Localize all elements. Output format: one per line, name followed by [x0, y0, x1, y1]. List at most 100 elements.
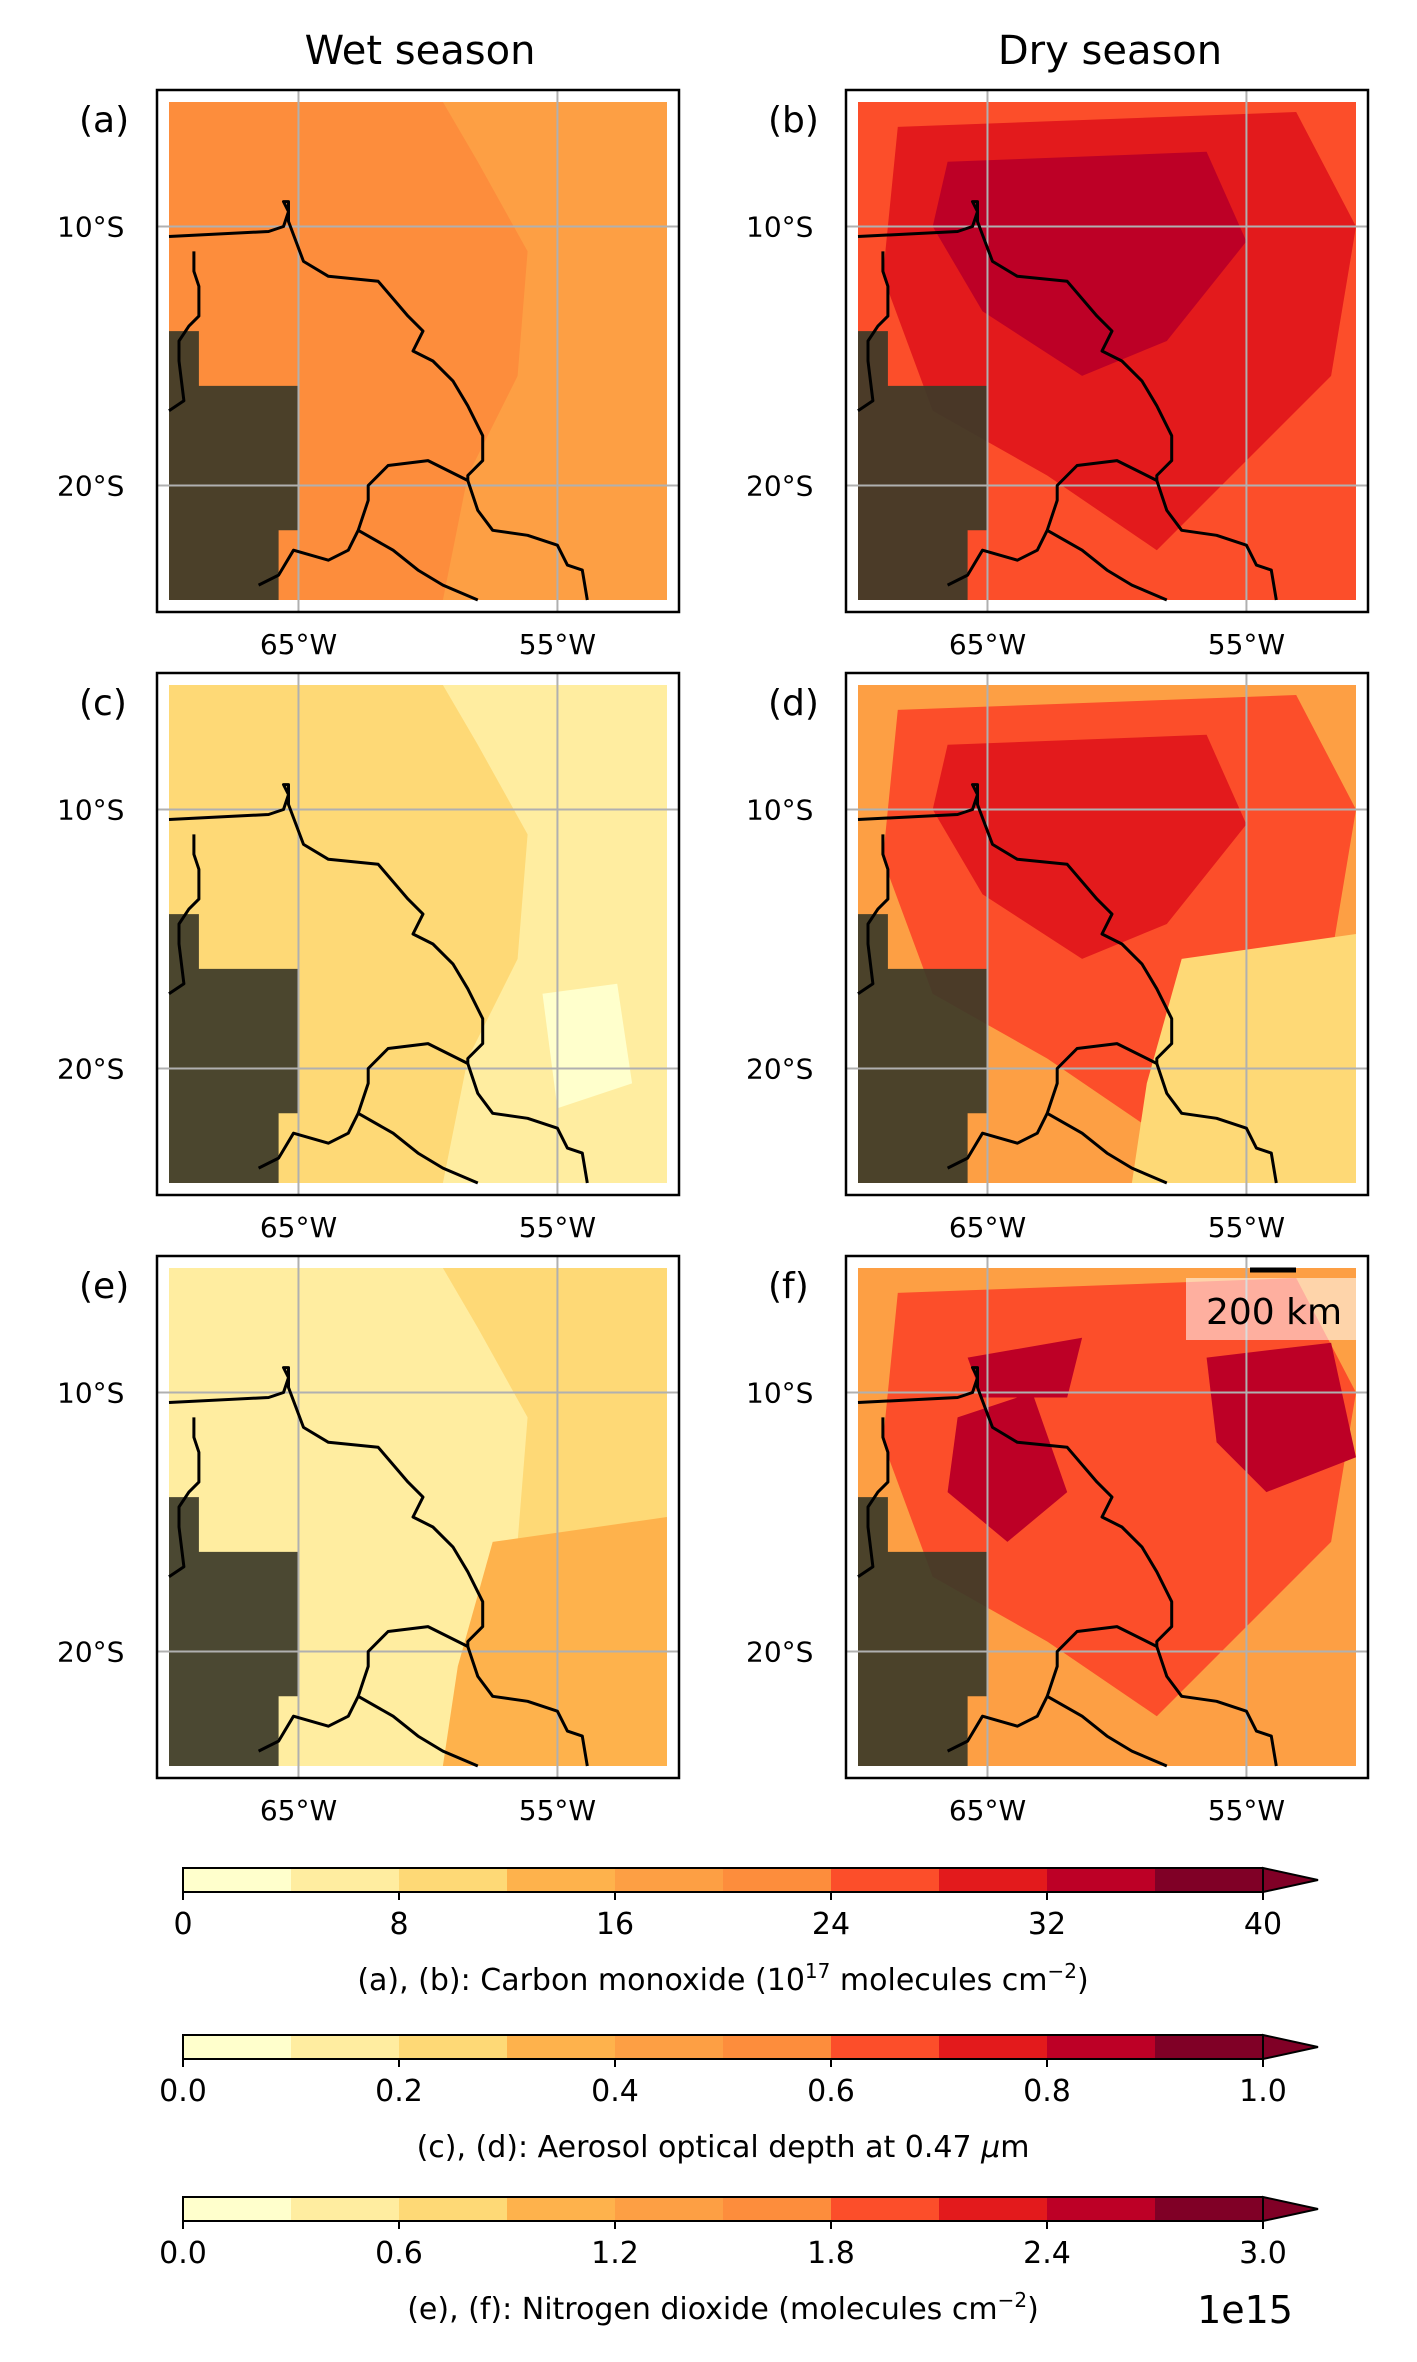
colorbar-tick-label: 32 [1028, 1907, 1066, 1942]
panel-label: (c) [79, 683, 127, 724]
colorbar-segment [615, 1868, 724, 1892]
panel-label: (b) [768, 100, 819, 141]
colorbar-frame [182, 2034, 1263, 2060]
lat-tick: 10°S [746, 794, 813, 827]
colorbar-tick-label: 8 [389, 1907, 408, 1942]
lon-tick: 55°W [519, 1794, 596, 1827]
colorbar-segment [291, 2035, 400, 2059]
masked-region [169, 331, 299, 600]
country-border [857, 1417, 890, 1579]
country-border [1046, 1111, 1168, 1185]
colorbar-tick-label: 0.6 [807, 2074, 855, 2109]
masked-region [858, 331, 988, 600]
country-border [1046, 1694, 1168, 1768]
scale-bar-label: 200 km [1206, 1292, 1342, 1333]
panel-label: (a) [79, 100, 129, 141]
colorbar-segment [831, 2035, 940, 2059]
lon-tick: 55°W [1208, 1794, 1285, 1827]
country-border [466, 1646, 589, 1767]
country-border [1155, 1063, 1278, 1184]
colorbar-segment [183, 1868, 292, 1892]
panel-frame [844, 671, 1370, 1197]
panel-label: (f) [768, 1266, 809, 1307]
field-contour [967, 1337, 1083, 1398]
country-border [168, 1417, 201, 1579]
colorbar-label: (c), (d): Aerosol optical depth at 0.47 … [417, 2130, 1030, 2165]
field-contour [932, 151, 1247, 376]
country-border [357, 528, 479, 602]
panel-frame [155, 1254, 681, 1780]
colorbar-segment [399, 1868, 508, 1892]
panel-frame [155, 88, 681, 614]
colorbar-extend-arrow [1262, 2195, 1319, 2223]
column-title-wet: Wet season [304, 28, 536, 74]
country-border [466, 1063, 589, 1184]
colorbar-tick-label: 16 [596, 1907, 634, 1942]
country-border [357, 1111, 479, 1185]
colorbar-frame [182, 2196, 1263, 2222]
colorbar-tick-label: 0.0 [159, 2236, 207, 2271]
lon-tick: 55°W [1208, 1211, 1285, 1244]
field-contour [1131, 934, 1356, 1183]
colorbar-1: 0 8 16 24 32 40 (a), (b): Carbon monoxide (101… [173, 1866, 1319, 1998]
colorbar-segment [399, 2035, 508, 2059]
colorbar-3: 0.0 0.6 1.2 1.8 2.4 3.0 (e), (f): Nitrogen dio… [159, 2195, 1319, 2332]
colorbar-multiplier: 1e15 [1197, 2288, 1293, 2332]
lat-tick: 20°S [746, 1052, 813, 1085]
colorbar-segment [507, 2035, 616, 2059]
panel-frame [844, 1254, 1370, 1780]
lat-tick: 10°S [57, 794, 124, 827]
lon-tick: 65°W [949, 1794, 1026, 1827]
field-contour [1206, 1342, 1356, 1493]
colorbar-segment [1155, 1868, 1264, 1892]
colorbar-segment [183, 2035, 292, 2059]
lat-tick: 20°S [746, 469, 813, 502]
colorbar-segment [723, 2035, 832, 2059]
lon-tick: 55°W [1208, 628, 1285, 661]
map-panel-d: (d) 10°S 20°S 65°W 55°W [746, 671, 1370, 1244]
colorbar-segment [939, 2035, 1048, 2059]
lat-tick: 10°S [57, 211, 124, 244]
panel-frame [155, 671, 681, 1197]
lon-tick: 55°W [519, 1211, 596, 1244]
colorbar-segment [723, 1868, 832, 1892]
colorbar-2: 0.0 0.2 0.4 0.6 0.8 1.0 (c), (d): Aerosol opti… [159, 2033, 1319, 2165]
colorbar-tick-label: 2.4 [1023, 2236, 1071, 2271]
colorbar-tick-label: 0.4 [591, 2074, 639, 2109]
lon-tick: 55°W [519, 628, 596, 661]
map-panel-f: (f) 10°S 20°S 65°W 55°W [746, 1254, 1370, 1827]
colorbar-tick-label: 1.2 [591, 2236, 639, 2271]
colorbar-segment [507, 2197, 616, 2221]
colorbar-segment [183, 2197, 292, 2221]
panel-label: (d) [768, 683, 819, 724]
country-border [1155, 1646, 1278, 1767]
country-border [1155, 480, 1278, 601]
country-border [857, 783, 1174, 1064]
panel-label: (e) [79, 1266, 129, 1307]
colorbar-segment [1047, 2197, 1156, 2221]
colorbar-segment [939, 2197, 1048, 2221]
lat-tick: 20°S [57, 1635, 124, 1668]
colorbar-segment [1047, 1868, 1156, 1892]
country-border [857, 834, 890, 996]
colorbar-label: (e), (f): Nitrogen dioxide (molecules cm… [407, 2288, 1039, 2327]
country-border [857, 1366, 1174, 1647]
colorbar-tick-label: 1.0 [1239, 2074, 1287, 2109]
colorbar-label: (a), (b): Carbon monoxide (1017 molecule… [357, 1959, 1088, 1998]
colorbar-tick-label: 3.0 [1239, 2236, 1287, 2271]
colorbar-segment [723, 2197, 832, 2221]
scale-bar: 200 km [1186, 1267, 1362, 1340]
lon-tick: 65°W [949, 628, 1026, 661]
colorbar-segment [939, 1868, 1048, 1892]
country-border [1046, 528, 1168, 602]
map-panel-b: (b) 10°S 20°S 65°W 55°W [746, 88, 1370, 661]
colorbar-tick-label: 40 [1244, 1907, 1282, 1942]
masked-region [858, 1497, 988, 1766]
colorbar-extend-arrow [1262, 1866, 1319, 1894]
colorbar-extend-arrow [1262, 2033, 1319, 2061]
lat-tick: 20°S [57, 469, 124, 502]
lon-tick: 65°W [949, 1211, 1026, 1244]
lon-tick: 65°W [260, 1794, 337, 1827]
